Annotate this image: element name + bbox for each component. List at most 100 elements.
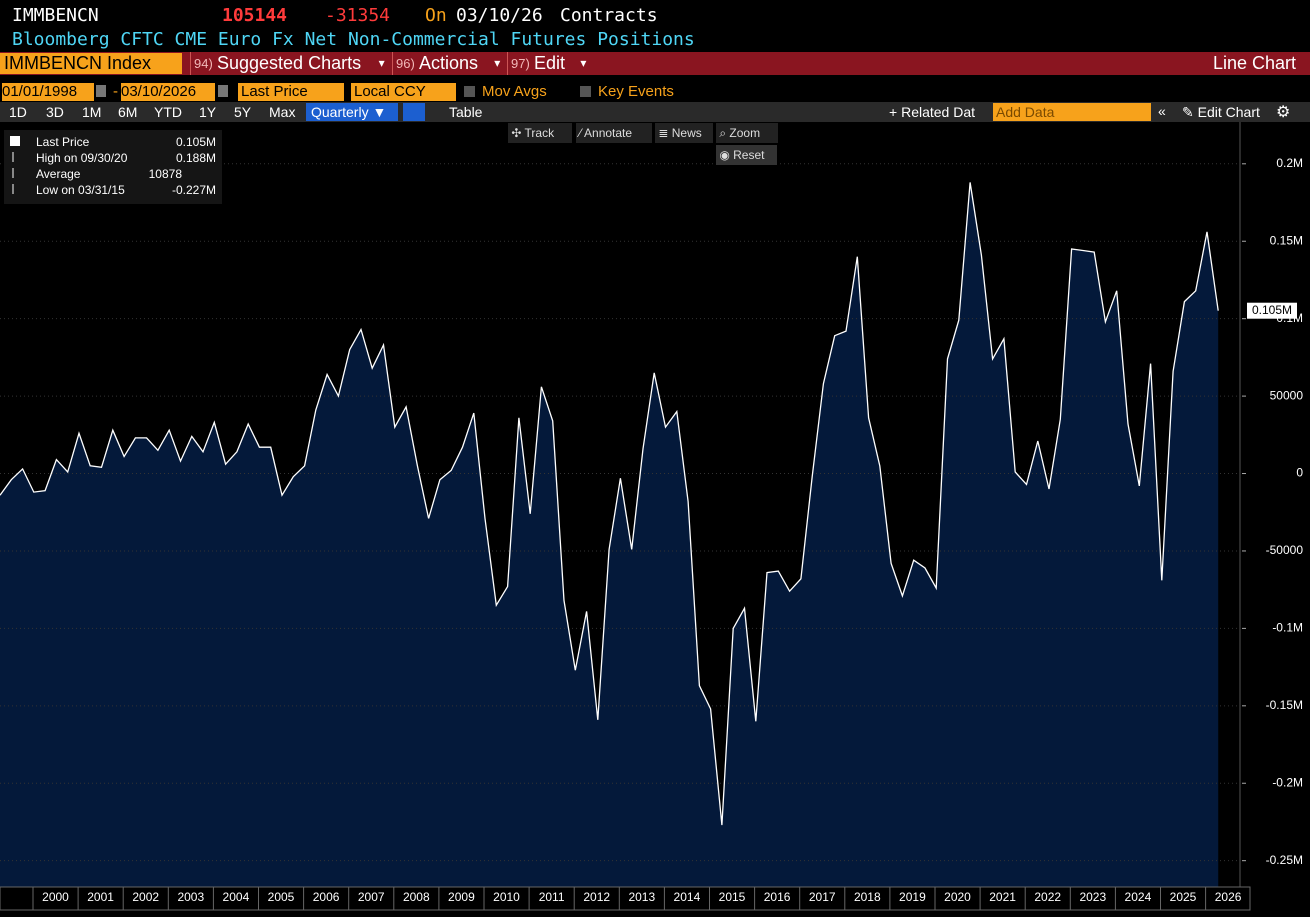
unit: Contracts: [560, 5, 658, 26]
tool[interactable]: ≣ News: [655, 123, 713, 143]
tool[interactable]: ✣ Track: [508, 123, 572, 143]
chart: 0.2M0.15M0.1M500000-50000-0.1M-0.15M-0.2…: [0, 122, 1304, 911]
menu-arrow: ▾: [580, 56, 587, 70]
stat-value: 0.105M: [175, 135, 216, 149]
frequency[interactable]: Quarterly ▼: [306, 103, 398, 121]
frequency-label: Quarterly: [311, 104, 369, 120]
menu-label: Actions: [419, 53, 479, 73]
period[interactable]: 5Y: [234, 104, 252, 120]
menu-item[interactable]: 97) Edit ▾: [507, 52, 591, 75]
stat-label: Last Price: [36, 135, 90, 149]
menu-num: 96): [396, 56, 415, 71]
stat-icon: [10, 136, 20, 146]
x-tick-label: 2006: [313, 890, 340, 904]
period[interactable]: YTD: [154, 104, 182, 120]
x-tick-label: 2025: [1170, 890, 1197, 904]
x-tick-label: 2002: [132, 890, 159, 904]
x-tick-label: 2024: [1125, 890, 1152, 904]
settings[interactable]: ⚙: [1276, 104, 1291, 121]
on: On: [425, 5, 447, 26]
chart-type[interactable]: Line Chart: [1212, 53, 1296, 73]
tool-label: News: [671, 126, 702, 140]
x-tick-label: 2010: [493, 890, 520, 904]
x-tick-label: 2011: [539, 890, 565, 904]
menu-item[interactable]: 94) Suggested Charts ▾: [190, 52, 387, 75]
y-tick-label: -0.2M: [1272, 775, 1303, 789]
x-tick-label: 2000: [42, 890, 69, 904]
chart-icon[interactable]: [403, 103, 425, 121]
menu-arrow: ▾: [494, 56, 501, 70]
toolbar: 1D 3D 1M 6M YTD 1Y 5Y Max Quarterly ▼ Table + R…: [0, 102, 1310, 122]
period[interactable]: 6M: [118, 104, 138, 120]
x-tick-label: 2003: [177, 890, 204, 904]
start-date[interactable]: 01/01/1998: [2, 83, 94, 101]
edit-chart[interactable]: ✎ Edit Chart: [1182, 104, 1260, 120]
y-tick-label: 0.2M: [1276, 156, 1303, 170]
y-tick-label: 0.15M: [1270, 233, 1303, 247]
stat-value: -0.227M: [171, 183, 216, 197]
reset[interactable]: ◉ Reset: [716, 145, 777, 165]
y-tick-label: -0.15M: [1266, 698, 1303, 712]
menu-label: Suggested Charts: [217, 53, 362, 73]
table[interactable]: Table: [449, 104, 483, 120]
x-tick-label: 2021: [989, 890, 1016, 904]
checkbox[interactable]: [464, 86, 475, 97]
description: Bloomberg CFTC CME Euro Fx Net Non-Comme…: [12, 29, 695, 50]
menu-label: Edit: [534, 53, 566, 73]
y-tick-label: 0: [1296, 466, 1303, 480]
tool-label: Annotate: [584, 126, 633, 140]
field[interactable]: Last Price: [238, 83, 344, 101]
x-tick-label: 2013: [628, 890, 655, 904]
last-value-label: 0.105M: [1252, 303, 1292, 317]
period[interactable]: 1M: [82, 104, 102, 120]
last-value-box: [1247, 302, 1297, 319]
calendar-icon[interactable]: [218, 85, 228, 97]
period[interactable]: 1D: [9, 104, 27, 120]
stat-value: 10878: [148, 167, 182, 181]
ticker: IMMBENCN: [12, 5, 99, 26]
x-tick-label: 2026: [1215, 890, 1242, 904]
x-tick-label: 2012: [583, 890, 610, 904]
end-date[interactable]: 03/10/2026: [121, 83, 215, 101]
x-tick-label: 2009: [448, 890, 475, 904]
collapse[interactable]: «: [1158, 103, 1166, 119]
tool[interactable]: ⁄ Annotate: [576, 123, 652, 143]
x-tick-label: 2018: [854, 890, 881, 904]
tool-label: Track: [524, 126, 555, 140]
checkbox[interactable]: [580, 86, 591, 97]
menu-arrow: ▾: [378, 56, 385, 70]
related-label: Related Dat: [901, 104, 976, 120]
x-tick-label: 2004: [223, 890, 250, 904]
menu-num: 97): [511, 56, 530, 71]
security[interactable]: IMMBENCN Index: [0, 53, 182, 74]
x-tick-label: 2022: [1034, 890, 1061, 904]
stat-icon: [12, 168, 14, 178]
stat-label: Average: [36, 167, 81, 181]
period[interactable]: 3D: [46, 104, 64, 120]
currency[interactable]: Local CCY: [351, 83, 456, 101]
stat-label: Low on 03/31/15: [36, 183, 125, 197]
period[interactable]: Max: [269, 104, 296, 120]
x-axis-bar: [0, 886, 1251, 911]
x-tick-label: 2017: [809, 890, 836, 904]
edit-label: Edit Chart: [1197, 104, 1260, 120]
calendar-icon[interactable]: [96, 85, 106, 97]
stat-icon: [12, 152, 14, 162]
period[interactable]: 1Y: [199, 104, 217, 120]
x-tick-label: 2016: [764, 890, 791, 904]
stat-icon: [12, 184, 14, 194]
check-label: Mov Avgs: [482, 83, 547, 100]
line: [0, 182, 1219, 826]
related[interactable]: + Related Dat: [889, 104, 976, 120]
x-tick-label: 2014: [674, 890, 701, 904]
stat-value: 0.188M: [175, 151, 216, 165]
menu-item[interactable]: 96) Actions ▾: [392, 52, 505, 75]
date: 03/10/26: [456, 5, 543, 26]
check-label: Key Events: [598, 83, 674, 100]
tool[interactable]: ⌕ Zoom: [716, 123, 778, 143]
reset-label: Reset: [733, 148, 765, 162]
x-tick-label: 2001: [87, 890, 114, 904]
y-tick-label: -50000: [1266, 543, 1304, 557]
add-data[interactable]: Add Data: [993, 103, 1151, 121]
